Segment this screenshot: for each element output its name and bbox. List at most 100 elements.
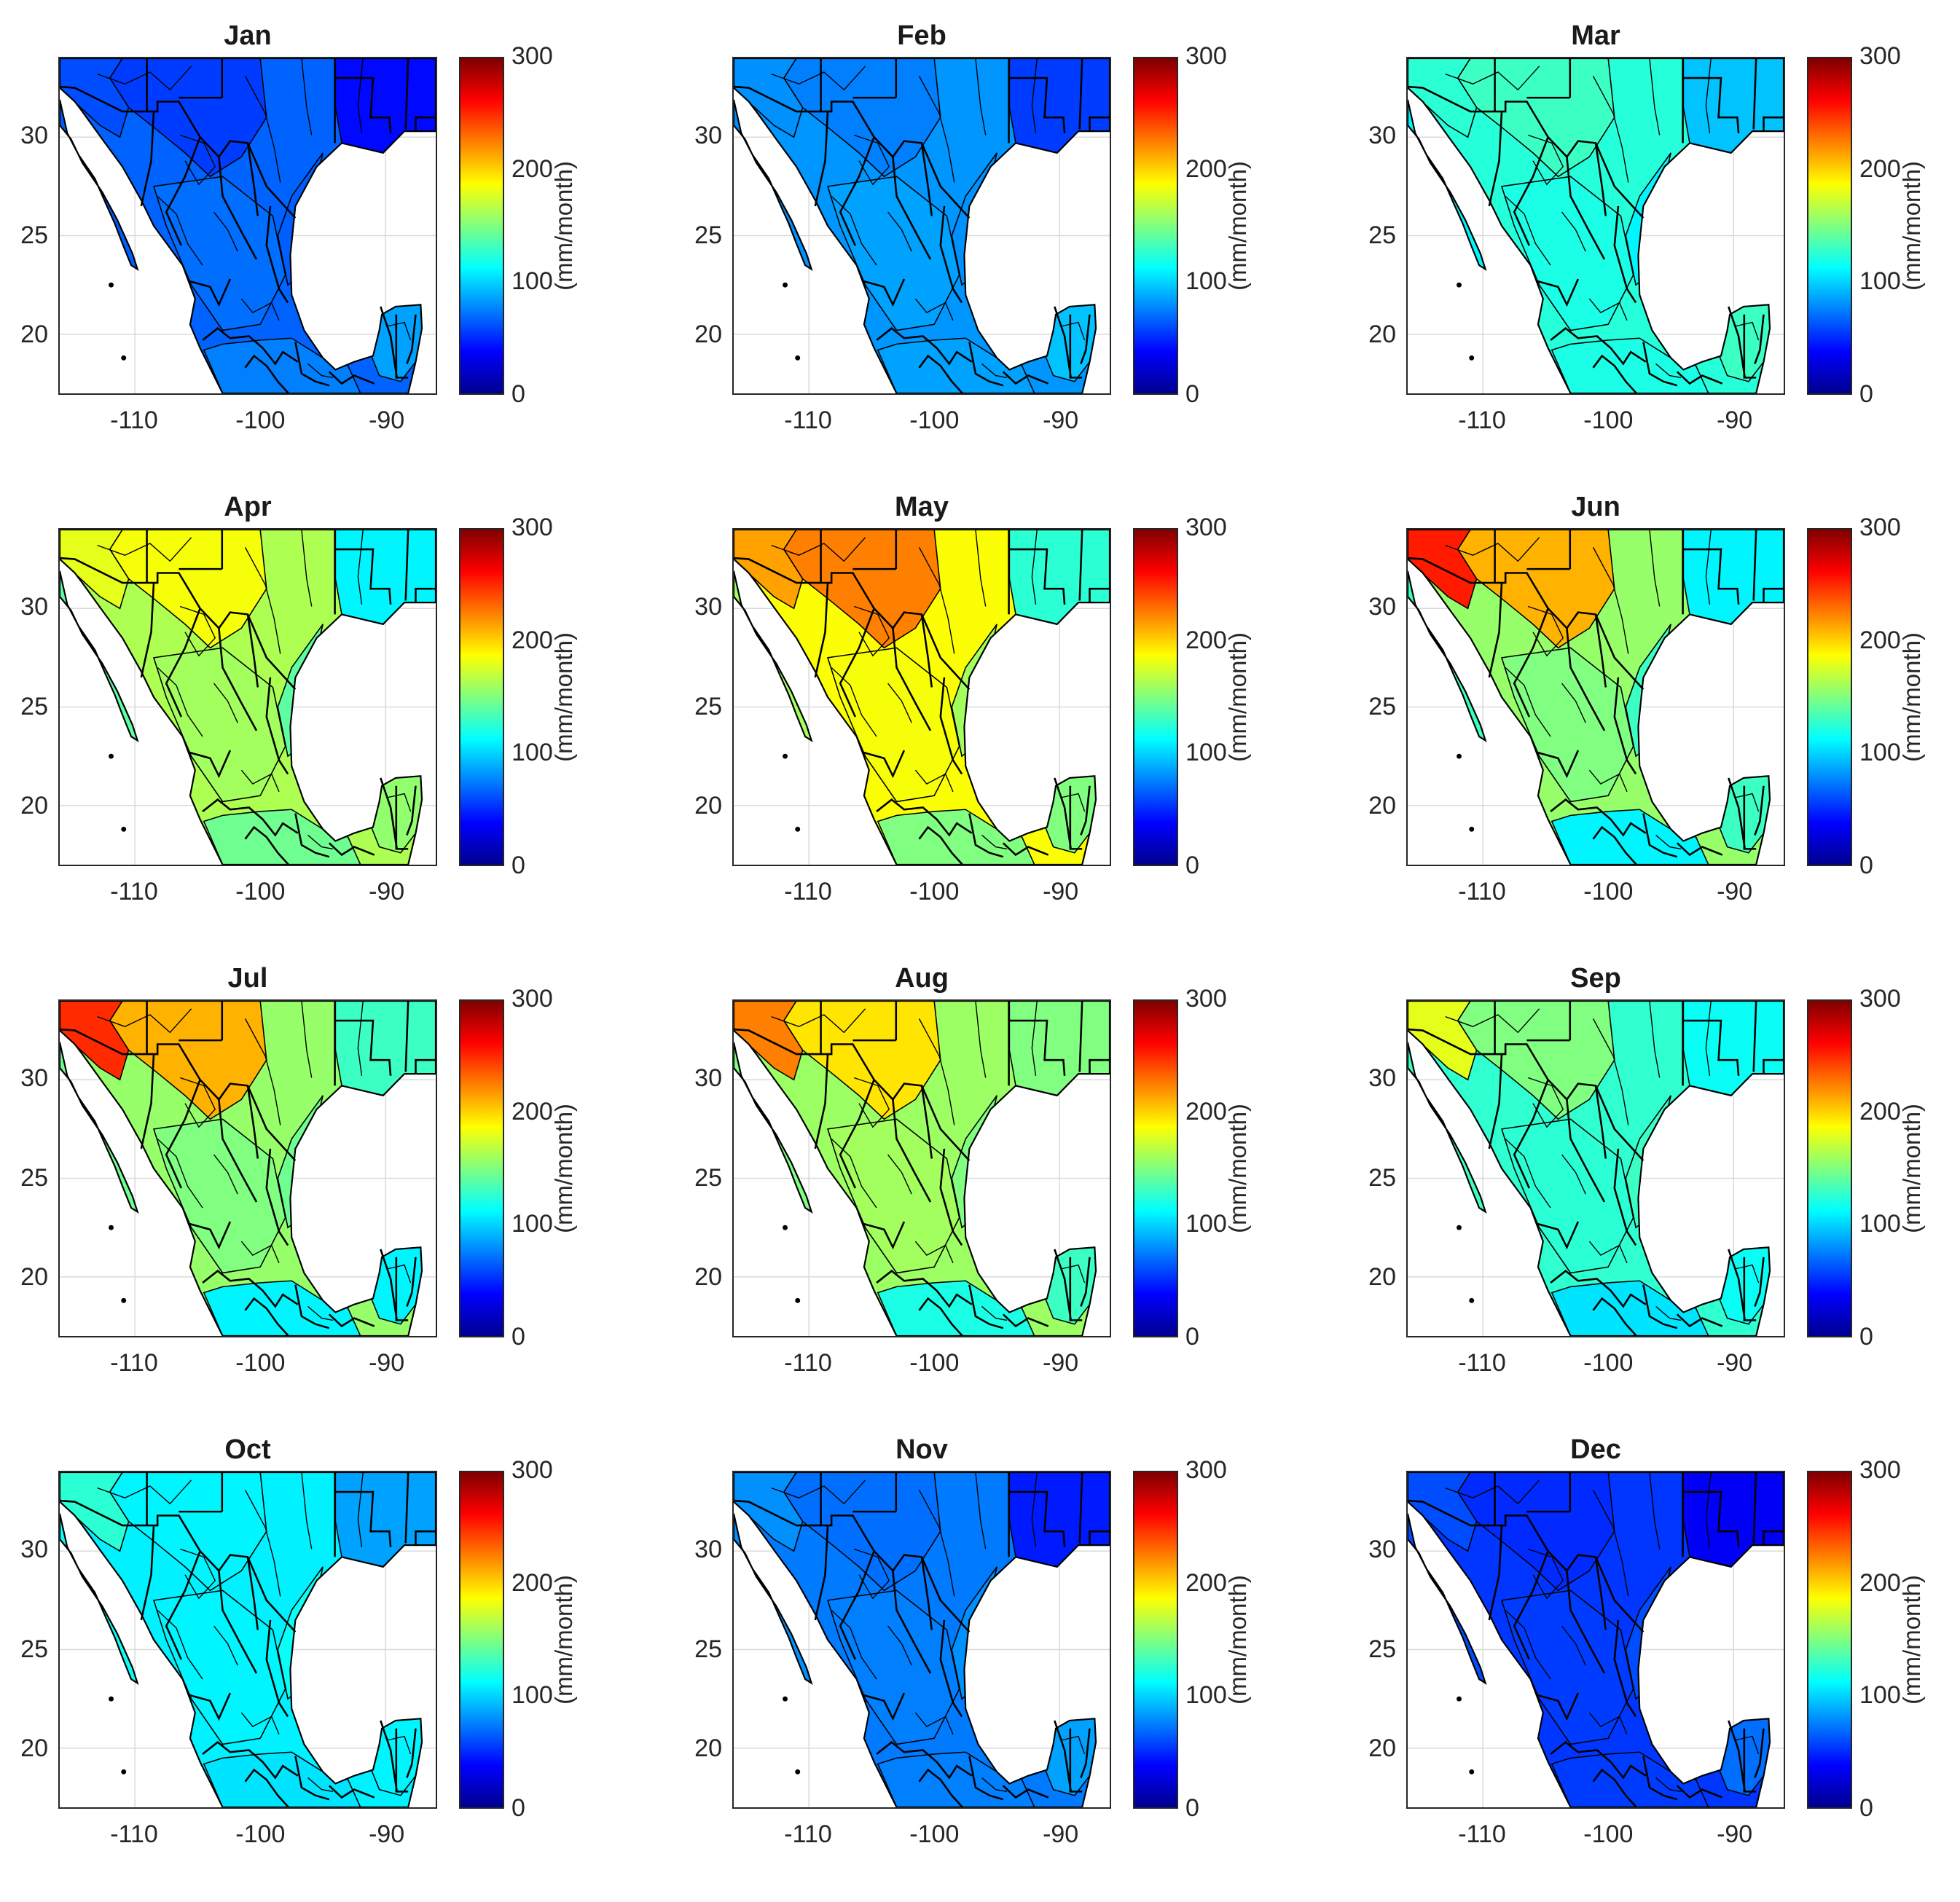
y-tick-label: 25 — [694, 1635, 722, 1663]
contour-line — [1445, 66, 1540, 91]
map-canvas — [1408, 1472, 1784, 1807]
colorbar-tick-label: 200 — [1185, 1097, 1227, 1125]
precip-region-east — [1682, 1001, 1784, 1096]
contour-line — [301, 58, 313, 135]
state-border — [1613, 205, 1637, 304]
colorbar-tick-label: 300 — [1185, 1456, 1227, 1484]
state-border — [1676, 1313, 1723, 1328]
colorbar-label: (mm/month) — [1224, 1104, 1251, 1233]
state-border — [939, 205, 963, 304]
state-border — [892, 157, 932, 260]
state-border — [1592, 1297, 1638, 1336]
contour-line — [1031, 58, 1038, 133]
state-border — [415, 1058, 436, 1074]
land-baja-peninsula — [1408, 1513, 1486, 1683]
contour-line — [1561, 683, 1586, 723]
contour-line — [1588, 1712, 1628, 1735]
x-tick-label: -90 — [1043, 406, 1079, 434]
contour-line — [1655, 1777, 1682, 1793]
contour-line — [1705, 1472, 1712, 1547]
state-border — [1069, 1728, 1083, 1793]
map-axes — [58, 57, 437, 395]
map-canvas — [1408, 530, 1784, 865]
colorbar-label: (mm/month) — [1898, 1575, 1925, 1705]
coastline — [60, 1001, 436, 1336]
contour-line — [1031, 1472, 1038, 1547]
state-border — [188, 750, 232, 779]
panel-title: Jul — [227, 963, 268, 994]
map-canvas — [1408, 1001, 1784, 1336]
map-panel-sep: Sep 30 25 20 -110 -100 -90 0 100 200 300 (mm/month) — [1348, 963, 1960, 1431]
y-tick-label: 30 — [1368, 1064, 1396, 1093]
state-border — [334, 548, 392, 605]
contour-line — [1445, 1008, 1540, 1034]
state-border — [244, 354, 290, 393]
x-tick-label: -90 — [369, 406, 405, 434]
y-tick-label: 20 — [20, 792, 48, 820]
x-tick-label: -90 — [1717, 878, 1753, 905]
state-border — [140, 582, 155, 678]
state-border — [1550, 327, 1647, 366]
y-tick-label: 25 — [1368, 1635, 1396, 1663]
state-border — [406, 785, 417, 836]
coastline — [1408, 530, 1784, 865]
coastline — [734, 530, 1110, 865]
state-border — [1763, 1058, 1784, 1074]
state-border — [218, 157, 258, 260]
contour-line — [244, 76, 281, 183]
x-tick-label: -110 — [784, 1820, 832, 1848]
island-marker — [1469, 826, 1475, 832]
contour-line — [1031, 1001, 1038, 1076]
y-tick-label: 25 — [694, 1163, 722, 1192]
baja-coastline — [60, 570, 139, 742]
colorbar — [1133, 528, 1178, 866]
x-tick-label: -100 — [235, 1820, 286, 1848]
contour-line — [975, 530, 987, 607]
colorbar-tick-label: 100 — [1859, 267, 1901, 296]
contour-line — [914, 1712, 954, 1735]
state-border — [395, 785, 409, 850]
state-border — [1069, 1257, 1083, 1321]
precip-region-east — [1008, 1001, 1110, 1096]
y-tick-label: 20 — [694, 321, 722, 349]
state-border — [188, 1221, 232, 1250]
state-border — [876, 1741, 973, 1780]
x-tick-label: -110 — [784, 1349, 832, 1377]
contour-line — [831, 195, 877, 266]
state-border — [202, 798, 299, 837]
precip-region-east — [334, 58, 436, 154]
y-tick-label: 20 — [20, 321, 48, 349]
contour-line — [213, 683, 238, 723]
contour-line — [213, 1625, 238, 1666]
x-tick-label: -90 — [369, 878, 405, 905]
state-border — [1592, 1768, 1638, 1807]
state-border — [404, 58, 409, 130]
state-border — [1752, 530, 1757, 601]
y-tick-label: 25 — [694, 692, 722, 720]
map-axes — [1406, 999, 1785, 1337]
state-border — [60, 1028, 297, 1162]
contour-line — [1527, 1548, 1564, 1600]
contour-line — [1445, 537, 1540, 562]
precip-region-east — [1008, 530, 1110, 625]
contour-line — [887, 1154, 912, 1195]
state-border — [60, 557, 297, 691]
state-border — [814, 111, 829, 207]
state-border — [734, 85, 971, 219]
contour-line — [887, 1625, 912, 1666]
island-marker — [1469, 1297, 1475, 1303]
state-border — [814, 582, 829, 678]
state-border — [862, 1221, 906, 1250]
y-tick-label: 25 — [20, 692, 48, 720]
map-panel-dec: Dec 30 25 20 -110 -100 -90 0 100 200 300 (mm/month) — [1348, 1434, 1960, 1902]
contour-line — [357, 530, 364, 605]
state-border — [246, 1085, 259, 1159]
colorbar-tick-label: 100 — [1185, 739, 1227, 767]
state-border — [839, 1079, 875, 1189]
state-border — [415, 587, 436, 603]
land-baja-peninsula — [734, 570, 812, 741]
x-tick-label: -100 — [909, 1349, 960, 1377]
precip-region-east — [334, 1472, 436, 1568]
contour-line — [1592, 76, 1629, 183]
